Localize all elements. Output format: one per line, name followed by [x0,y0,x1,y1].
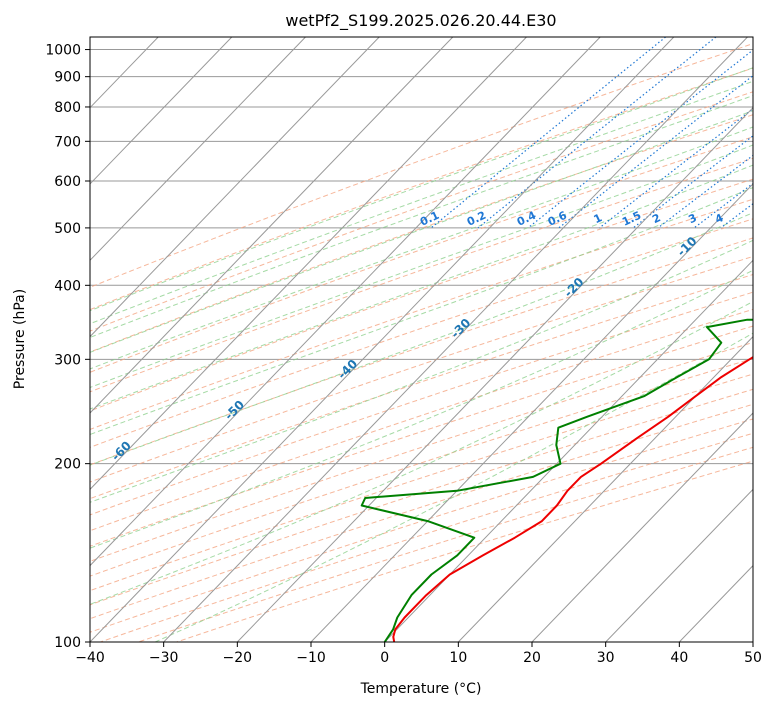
moist-adiabat [154,332,753,642]
y-tick-label: 1000 [45,43,81,59]
y-tick-label: 600 [54,174,81,190]
dry-adiabat [90,325,753,547]
y-tick-label: 900 [54,70,81,86]
x-tick-label: 0 [380,650,389,666]
x-tick-label: 30 [597,650,615,666]
moist-adiabats [90,67,753,642]
mixing-ratio-line [430,37,666,229]
dry-adiabat [90,178,753,412]
temperature-series-line [392,355,753,642]
dry-adiabat [90,43,753,288]
dry-adiabat [176,460,753,642]
mixing-ratio-line [599,108,753,229]
dry-adiabat [138,446,753,642]
isotherm-line [605,488,753,642]
x-tick-label: 20 [523,650,541,666]
moist-adiabat [90,126,753,370]
isotherm-line [163,37,748,642]
isotherm-line [90,37,306,262]
y-axis: 100 200 300 400 500 600 700 800 900 1000 [45,43,90,651]
isotherm-line [457,335,753,642]
isotherm-line [90,37,233,185]
y-tick-label: 500 [54,221,81,237]
moist-adiabat [90,67,753,312]
x-tick-label: 50 [744,650,762,666]
x-tick-label: −30 [149,650,179,666]
y-axis-label: Pressure (hPa) [12,289,28,389]
mixing-ratio-line [657,154,753,229]
y-tick-label: 400 [54,278,81,294]
plot-frame [89,36,754,643]
isotherm-line [384,259,753,642]
x-tick-label: −20 [223,650,253,666]
dry-adiabat [90,136,753,373]
dry-adiabat [90,91,753,332]
isotherm-line [90,37,675,642]
moist-adiabat [90,212,753,466]
dry-adiabat [100,432,753,642]
dry-adiabat [90,274,753,500]
y-tick-label: 300 [54,352,81,368]
y-tick-label: 100 [54,635,81,651]
x-tick-label: −40 [75,650,105,666]
moist-adiabat [90,164,753,410]
isotherms [90,37,753,642]
y-tick-label: 800 [54,100,81,116]
x-tick-label: 10 [449,650,467,666]
chart-title: wetPf2_S199.2025.026.20.44.E30 [285,11,556,31]
y-tick-label: 700 [54,134,81,150]
isotherm-line [236,106,753,642]
moist-adiabat [90,80,753,325]
x-axis: −40 −30 −20 −10 0 10 20 30 40 50 [75,642,762,666]
dry-adiabat [90,373,753,592]
plot-area: -100-90-80-70-60-50-40-30-20-10010203040… [90,37,753,642]
dry-adiabat [90,218,753,448]
x-tick-label: 40 [670,650,688,666]
dry-adiabat [90,341,753,562]
dry-adiabat [90,308,753,532]
x-tick-label: −10 [296,650,326,666]
dry-adiabat [90,114,753,353]
sounding-series [360,318,753,642]
pressure-gridlines [90,49,753,642]
isotherm-line [531,412,753,642]
dry-adiabat [90,255,753,483]
isotherm-line [90,37,601,567]
isotherm-line [90,37,380,338]
moist-adiabat [90,187,753,436]
x-axis-label: Temperature (°C) [360,681,482,697]
moist-adiabat [90,239,753,503]
y-tick-label: 200 [54,457,81,473]
moist-adiabat [90,144,753,389]
dewpoint-series-line [360,318,753,642]
isotherm-line [90,37,454,414]
isotherm-line [90,37,527,491]
dry-adiabat [90,67,753,311]
dry-adiabat [90,357,753,577]
isotherm-line [310,183,753,642]
